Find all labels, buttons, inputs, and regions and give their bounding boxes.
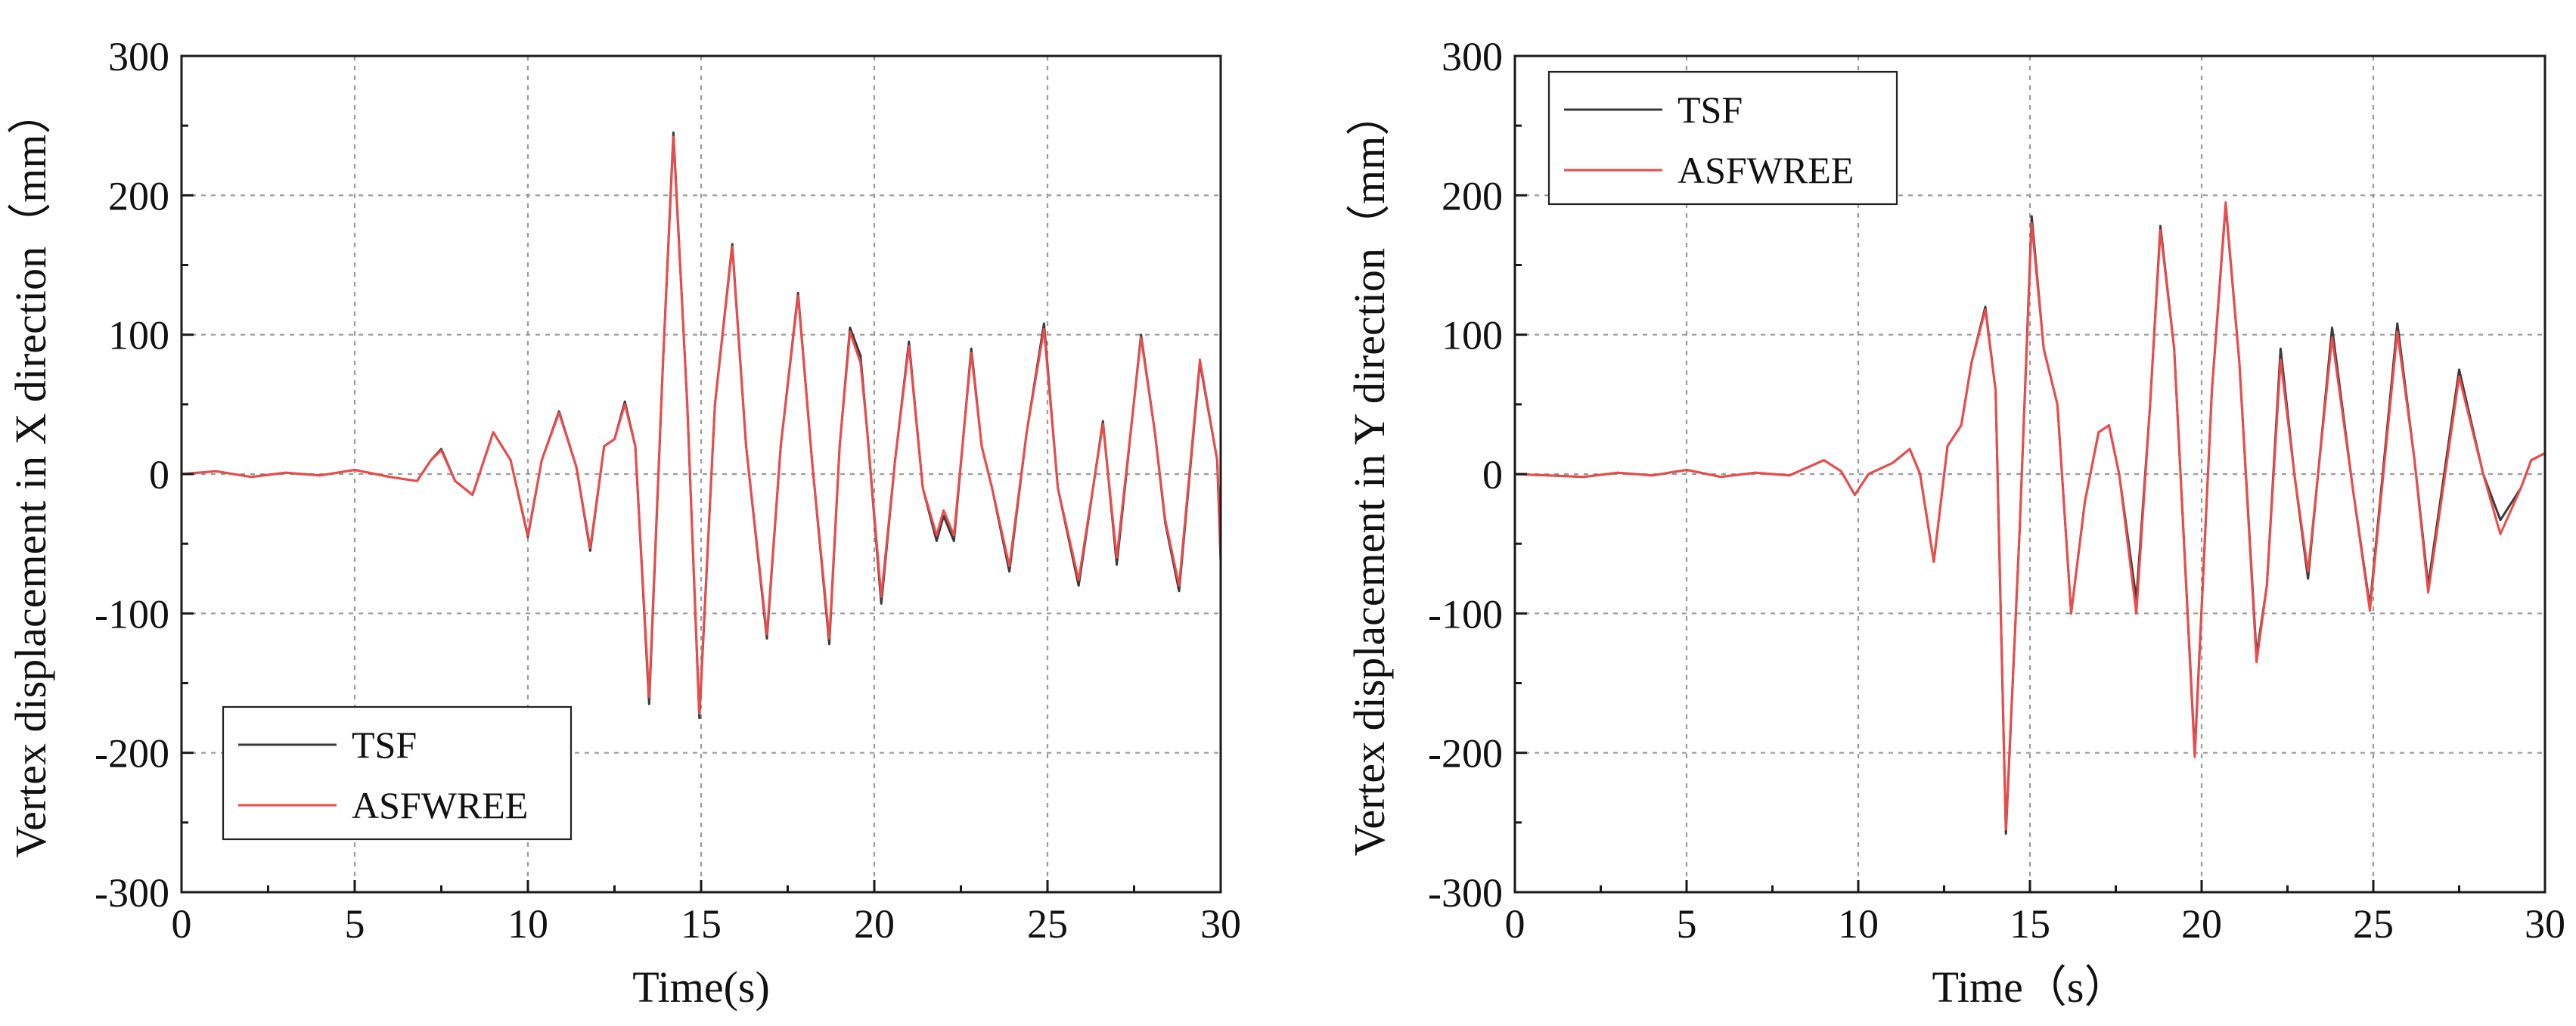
y-tick-label: 300 (108, 34, 169, 79)
y-tick-label: 0 (1482, 452, 1503, 498)
legend: TSF ASFWREE (1547, 70, 1898, 206)
y-tick-label: -100 (95, 591, 169, 637)
legend: TSF ASFWREE (222, 705, 573, 841)
x-tick-label: 10 (507, 901, 548, 947)
legend-label-tsf: TSF (1678, 88, 1743, 131)
legend-box (1547, 70, 1898, 206)
x-tick-label: 5 (1677, 901, 1697, 947)
y-tick-label: -300 (95, 870, 169, 916)
y-axis-title: Vertex displacement in Y direction（mm） (1345, 92, 1394, 856)
y-axis-title: Vertex displacement in X direction（mm） (6, 91, 55, 858)
x-axis-title: Time(s) (632, 962, 770, 1012)
x-tick-label: 15 (681, 901, 722, 947)
legend-box (222, 705, 573, 841)
legend-label-tsf: TSF (352, 724, 417, 766)
y-tick-label: 0 (149, 452, 169, 498)
x-tick-label: 25 (2353, 901, 2394, 947)
y-tick-label: 200 (108, 173, 169, 219)
series-line-asfwree (1514, 201, 2546, 831)
x-tick-label: 5 (345, 901, 365, 947)
chart-x-direction: 0 5 10 15 20 25 30 -300 -200 -100 0 100 200 300 Time(s… (6, 34, 1241, 1012)
x-axis-title: Time（s） (1932, 962, 2128, 1012)
y-tick-label: 200 (1442, 173, 1503, 219)
x-tick-label: 20 (2181, 901, 2222, 947)
x-tick-label: 10 (1838, 901, 1879, 947)
x-tick-label: 0 (172, 901, 192, 947)
series-line-asfwree (181, 135, 1222, 715)
legend-label-asfwree: ASFWREE (352, 784, 528, 826)
x-tick-label: 15 (2010, 901, 2050, 947)
y-tick-label: 100 (108, 313, 169, 358)
y-tick-label: -200 (95, 731, 169, 776)
x-tick-label: 0 (1505, 901, 1525, 947)
y-tick-label: -300 (1428, 870, 1503, 916)
y-tick-label: -100 (1428, 591, 1503, 637)
x-tick-label: 25 (1027, 901, 1068, 947)
x-tick-label: 30 (2525, 901, 2565, 947)
chart-y-direction: 0 5 10 15 20 25 30 -300 -200 -100 0 100 200 300 Time（s… (1345, 34, 2565, 1012)
x-tick-label: 30 (1200, 901, 1241, 947)
y-tick-label: -200 (1428, 731, 1503, 776)
y-tick-label: 300 (1442, 34, 1503, 79)
x-tick-label: 20 (854, 901, 895, 947)
y-tick-label: 100 (1442, 313, 1503, 358)
legend-label-asfwree: ASFWREE (1678, 149, 1854, 191)
